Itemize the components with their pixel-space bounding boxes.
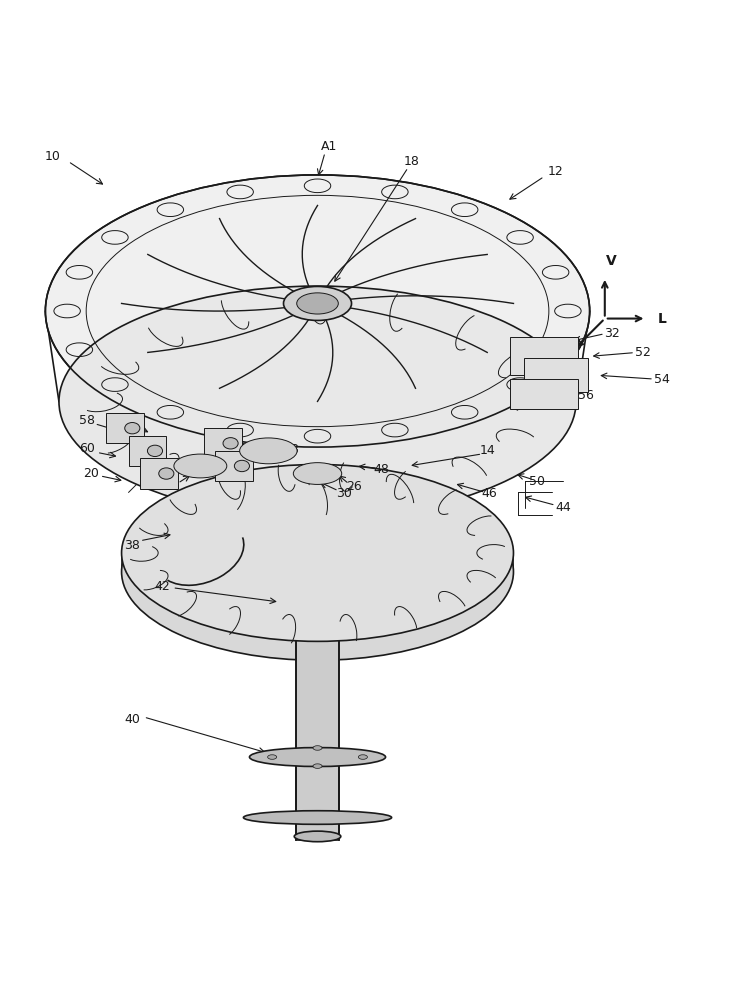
Ellipse shape bbox=[240, 438, 297, 464]
Text: 14: 14 bbox=[480, 444, 495, 457]
Text: 50: 50 bbox=[528, 475, 545, 488]
Ellipse shape bbox=[294, 831, 341, 842]
Text: 48: 48 bbox=[374, 463, 389, 476]
Text: 30: 30 bbox=[336, 487, 352, 500]
Text: A2: A2 bbox=[211, 435, 228, 448]
Ellipse shape bbox=[243, 811, 392, 824]
Ellipse shape bbox=[296, 293, 338, 314]
Text: 46: 46 bbox=[482, 487, 497, 500]
Text: 56: 56 bbox=[578, 389, 593, 402]
Ellipse shape bbox=[122, 483, 513, 660]
Ellipse shape bbox=[59, 286, 576, 517]
Text: 20: 20 bbox=[83, 467, 98, 480]
Ellipse shape bbox=[313, 764, 322, 768]
Bar bbox=[510, 337, 578, 375]
Bar bbox=[215, 451, 253, 481]
Text: 28: 28 bbox=[284, 443, 299, 456]
Ellipse shape bbox=[159, 468, 174, 479]
Text: 26: 26 bbox=[346, 480, 361, 493]
Ellipse shape bbox=[249, 748, 386, 766]
Text: 18: 18 bbox=[404, 155, 420, 168]
Text: 10: 10 bbox=[45, 150, 60, 163]
Ellipse shape bbox=[147, 445, 163, 457]
FancyBboxPatch shape bbox=[296, 553, 339, 840]
Ellipse shape bbox=[174, 454, 227, 478]
Text: 52: 52 bbox=[635, 346, 650, 359]
Text: 12: 12 bbox=[548, 165, 563, 178]
Text: V: V bbox=[606, 254, 616, 268]
Text: 44: 44 bbox=[556, 501, 571, 514]
Text: T: T bbox=[555, 354, 565, 368]
Bar bbox=[129, 436, 166, 466]
Text: 38: 38 bbox=[125, 539, 140, 552]
Text: 16: 16 bbox=[127, 419, 142, 432]
Text: 60: 60 bbox=[79, 442, 94, 455]
Text: 16: 16 bbox=[208, 435, 223, 448]
Text: 26: 26 bbox=[165, 480, 180, 493]
Ellipse shape bbox=[234, 460, 249, 472]
Ellipse shape bbox=[223, 438, 238, 449]
Text: 58: 58 bbox=[79, 414, 95, 427]
Bar bbox=[510, 379, 578, 409]
Bar bbox=[204, 428, 242, 458]
Bar bbox=[106, 413, 144, 443]
Ellipse shape bbox=[268, 755, 277, 759]
Text: A1: A1 bbox=[321, 140, 337, 153]
Bar bbox=[523, 358, 587, 392]
Ellipse shape bbox=[313, 746, 322, 750]
Ellipse shape bbox=[125, 423, 140, 434]
Text: 42: 42 bbox=[155, 580, 170, 593]
Ellipse shape bbox=[284, 286, 352, 320]
Text: L: L bbox=[658, 312, 667, 326]
Bar bbox=[140, 458, 178, 489]
Ellipse shape bbox=[358, 755, 367, 759]
Text: 32: 32 bbox=[605, 327, 620, 340]
Ellipse shape bbox=[293, 463, 342, 484]
Ellipse shape bbox=[45, 175, 590, 447]
Text: 54: 54 bbox=[654, 373, 669, 386]
Ellipse shape bbox=[122, 464, 513, 641]
Text: 40: 40 bbox=[125, 713, 140, 726]
